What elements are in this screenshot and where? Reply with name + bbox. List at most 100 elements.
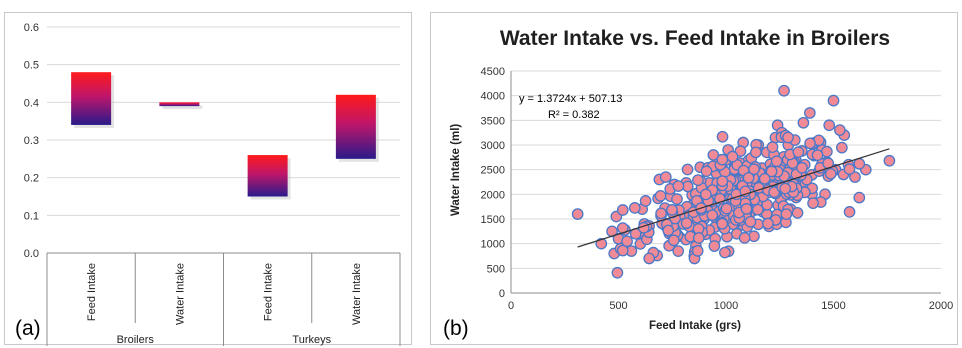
bar <box>159 102 200 107</box>
y-tick-label: 4500 <box>481 66 505 78</box>
y-tick-label: 500 <box>487 263 505 275</box>
data-point <box>766 141 779 153</box>
data-point <box>666 204 678 216</box>
data-point <box>716 217 729 230</box>
data-point <box>671 193 683 205</box>
data-point <box>782 131 794 144</box>
data-point <box>611 266 624 279</box>
data-point <box>749 146 762 159</box>
y-tick-label: 0 <box>499 288 505 300</box>
group-label: Turkeys <box>292 334 331 346</box>
data-point <box>716 153 729 166</box>
y-tick-label: 3000 <box>481 140 505 152</box>
data-point <box>744 215 757 228</box>
data-point <box>628 202 641 214</box>
data-point <box>791 206 804 219</box>
data-point <box>738 232 751 244</box>
data-point <box>639 195 652 207</box>
data-point <box>716 175 729 188</box>
bar-shadow <box>162 105 203 110</box>
data-point <box>807 197 819 210</box>
data-point <box>797 116 810 129</box>
data-point <box>843 206 856 218</box>
data-point <box>843 163 856 175</box>
data-point <box>827 94 840 107</box>
data-point <box>720 202 733 215</box>
bar <box>335 94 376 159</box>
data-point <box>616 204 629 216</box>
data-point <box>883 154 896 167</box>
data-point <box>853 157 866 170</box>
x-tick-label: 0 <box>508 300 514 312</box>
y-tick-label: 0.2 <box>24 173 39 185</box>
bar <box>71 72 112 125</box>
data-point <box>643 252 656 265</box>
group-label: Broilers <box>117 334 155 346</box>
y-tick-label: 2500 <box>481 165 505 177</box>
trendline-equation: y = 1.3724x + 507.13 <box>519 93 623 105</box>
data-point <box>616 244 629 257</box>
data-point <box>833 124 846 136</box>
data-point <box>823 119 836 132</box>
data-point <box>778 84 790 97</box>
data-point <box>662 224 675 237</box>
data-point <box>804 137 816 150</box>
data-point <box>748 230 760 243</box>
data-point <box>655 207 667 220</box>
data-point <box>672 180 685 192</box>
data-point <box>803 107 816 119</box>
data-point <box>680 217 693 230</box>
data-point <box>824 167 837 180</box>
y-tick-label: 0.6 <box>24 22 39 34</box>
x-tick-label: 500 <box>609 300 627 312</box>
data-point <box>672 245 685 257</box>
data-point <box>762 217 774 230</box>
data-point <box>796 161 808 174</box>
bar <box>247 155 288 197</box>
x-tick-label: 1000 <box>714 300 738 312</box>
data-point <box>792 146 805 158</box>
y-tick-label: 2000 <box>481 189 505 201</box>
data-point <box>692 232 705 244</box>
data-point <box>836 141 848 154</box>
y-tick-label: 3500 <box>481 115 505 127</box>
data-point <box>691 245 704 257</box>
x-tick-label: Feed Intake <box>263 263 275 321</box>
y-tick-label: 0.5 <box>24 60 39 72</box>
y-tick-label: 0.1 <box>24 210 39 222</box>
data-point <box>770 155 783 168</box>
data-point <box>780 208 793 220</box>
x-tick-label: 2000 <box>929 300 953 312</box>
y-tick-label: 1500 <box>481 214 505 226</box>
x-tick-label: Water Intake <box>351 263 363 325</box>
data-point <box>654 189 667 202</box>
data-point <box>751 203 764 216</box>
data-point <box>692 174 704 186</box>
chart-b: 0 500 1000 1500 2000 2500 3000 3500 4000 4500 0 500… <box>481 66 954 312</box>
data-point <box>700 188 712 201</box>
y-axis-title: Water Intake (ml) <box>450 123 462 216</box>
data-point <box>681 163 694 176</box>
x-axis-title: Feed Intake (grs) <box>648 320 742 332</box>
x-tick-label: Feed Intake <box>86 263 98 321</box>
data-point <box>811 149 824 162</box>
panel-a: 0.0 0.1 0.2 0.3 0.4 0.5 0.6 Feed Intake Water In… <box>4 12 412 346</box>
data-point <box>659 171 672 183</box>
data-point <box>765 165 778 178</box>
trendline <box>577 148 890 248</box>
y-tick-label: 0.0 <box>24 248 39 260</box>
data-point <box>758 172 771 185</box>
data-point <box>667 234 680 247</box>
panel-label-b: (b) <box>443 317 469 340</box>
data-point <box>700 165 713 178</box>
trendline-r2: R² = 0.382 <box>548 109 600 121</box>
data-point <box>707 149 720 161</box>
data-point <box>595 237 608 250</box>
data-point <box>742 171 755 184</box>
panel-label-a: (a) <box>15 317 41 340</box>
y-tick-label: 0.4 <box>24 97 39 109</box>
data-point <box>853 191 866 204</box>
data-point <box>726 150 739 163</box>
x-tick-label: Water Intake <box>174 263 186 325</box>
y-tick-label: 0.3 <box>24 135 39 147</box>
